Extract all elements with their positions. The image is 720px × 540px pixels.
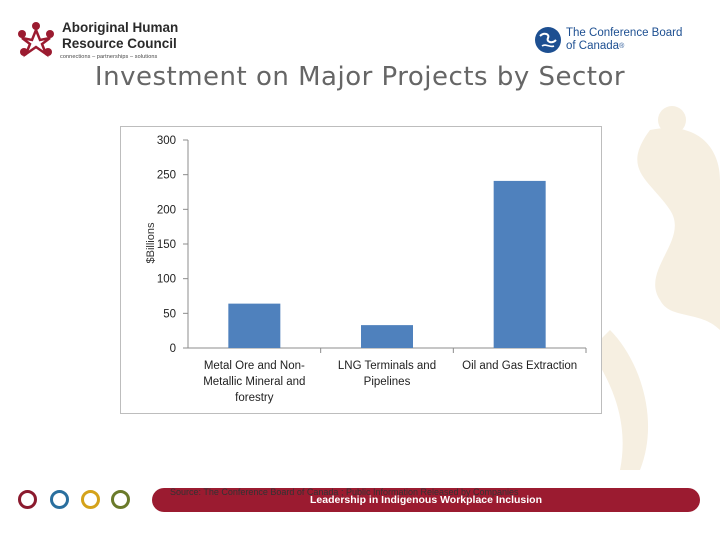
bar — [361, 325, 413, 348]
partner-name-line1: The Conference Board — [566, 27, 683, 39]
y-tick-label: 150 — [157, 239, 176, 251]
ahrc-emblem-icon — [18, 22, 54, 58]
org-tagline: connections – partnerships – solutions — [60, 54, 158, 60]
x-category-label: Metal Ore and Non- Metallic Mineral and fo… — [189, 358, 319, 406]
x-category-label-line: LNG Terminals and — [337, 360, 437, 372]
org-name-line2: Resource Council — [62, 36, 177, 51]
ahrc-logo[interactable]: Aboriginal Human Resource Council connec… — [14, 18, 189, 66]
x-category-label: Oil and Gas Extraction — [455, 358, 585, 374]
footer-circle-red — [18, 490, 37, 509]
partner-name-line2: of Canada — [566, 40, 620, 52]
y-tick-label: 200 — [157, 204, 176, 216]
footer-circle-gold — [81, 490, 100, 509]
footer-circle-blue — [50, 490, 69, 509]
y-tick-label: 0 — [170, 343, 176, 355]
x-category-label-line: Oil and Gas Extraction — [462, 360, 578, 372]
x-category-label-line: Pipelines — [363, 376, 411, 388]
bar — [228, 303, 281, 348]
y-tick-label: 250 — [157, 170, 176, 182]
x-category-label: LNG Terminals and Pipelines — [322, 358, 452, 390]
globe-icon — [535, 27, 561, 53]
x-category-label-line: Metallic Mineral and — [203, 376, 306, 388]
org-name-line1: Aboriginal Human — [62, 20, 179, 35]
conference-board-logo[interactable]: The Conference Board of Canada® — [534, 24, 694, 56]
x-category-label-line: forestry — [235, 392, 274, 404]
y-tick-label: 100 — [157, 274, 176, 286]
footer-tagline: Leadership in Indigenous Workplace Inclu… — [309, 494, 542, 506]
source-note: Source: The Conference Board of Canada ;… — [170, 487, 519, 497]
org-name: Aboriginal Human Resource Council — [62, 20, 178, 52]
y-tick-label: 300 — [157, 135, 176, 147]
footer-banner — [152, 488, 700, 512]
x-category-label-line: Metal Ore and Non- — [203, 360, 305, 372]
y-axis-label-text: $Billions — [145, 222, 157, 264]
bar — [493, 180, 546, 348]
slide-title: Investment on Major Projects by Sector — [94, 62, 626, 92]
footer-circle-olive — [111, 490, 130, 509]
y-tick-label: 50 — [163, 308, 176, 320]
